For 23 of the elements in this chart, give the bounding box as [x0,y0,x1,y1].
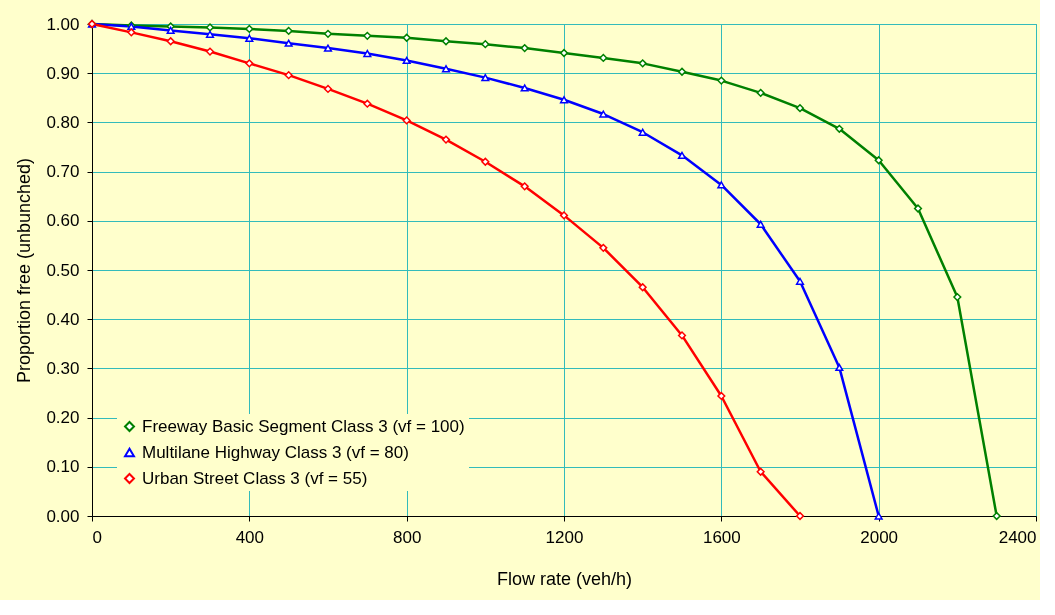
y-tick-label: 0.30 [46,358,80,378]
legend-label: Urban Street Class 3 (vf = 55) [142,468,368,488]
y-axis-title: Proportion free (unbunched) [14,157,35,384]
x-tick-label: 2400 [998,527,1037,547]
y-tick-label: 0.00 [46,506,80,526]
y-tick-label: 0.20 [46,408,80,428]
x-tick-label: 800 [392,527,422,547]
y-tick-label: 0.70 [46,162,80,182]
y-tick-label: 0.40 [46,309,80,329]
y-tick-label: 0.60 [46,211,80,231]
legend-label: Freeway Basic Segment Class 3 (vf = 100) [142,416,465,436]
x-tick-label: 1200 [545,527,584,547]
x-tick-label: 0 [92,527,102,547]
y-tick-label: 0.90 [46,63,80,83]
x-tick-label: 2000 [860,527,899,547]
y-tick-label: 0.80 [46,112,80,132]
legend-label: Multilane Highway Class 3 (vf = 80) [142,442,409,462]
x-tick-label: 1600 [702,527,741,547]
x-axis-title: Flow rate (veh/h) [496,568,633,589]
y-tick-label: 0.50 [46,260,80,280]
x-tick-label: 400 [235,527,265,547]
y-tick-label: 1.00 [46,14,80,34]
y-tick-label: 0.10 [46,457,80,477]
